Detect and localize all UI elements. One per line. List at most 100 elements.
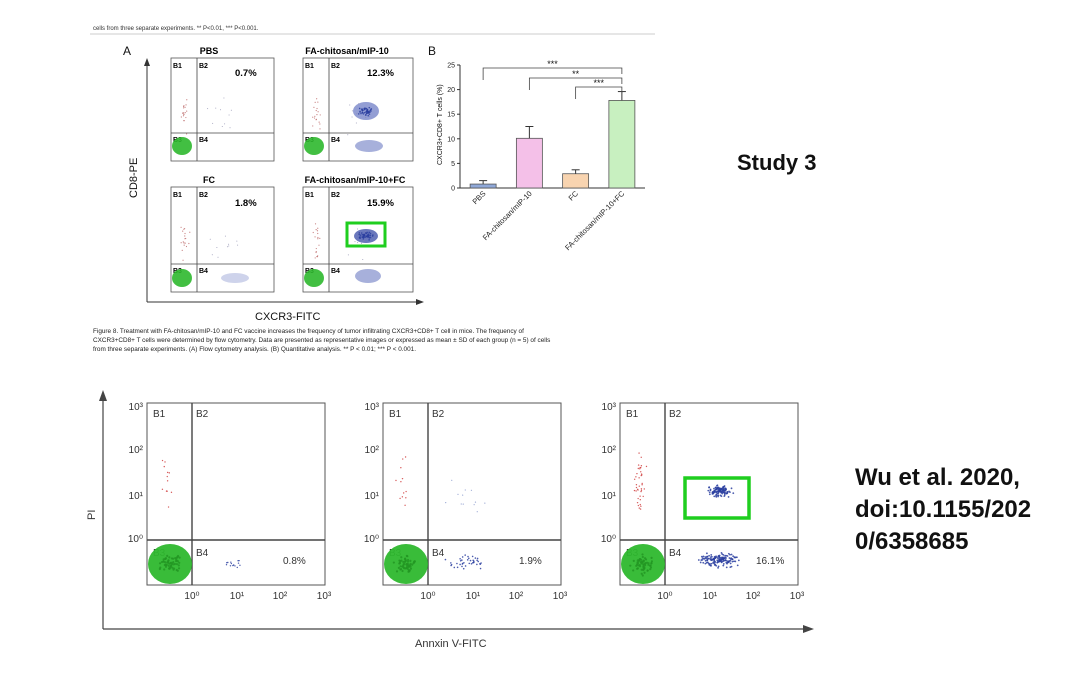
panel-a-label: A [123, 44, 131, 58]
citation-line-2: doi:10.1155/202 [855, 496, 1032, 523]
significance-label: *** [547, 59, 558, 69]
significance-bracket [575, 86, 623, 99]
sparse-dots [207, 97, 232, 129]
quadrant-b2: B2 [199, 192, 208, 199]
x-tick-label: 10¹ [703, 591, 718, 602]
y-tick-label: 10² [365, 445, 380, 456]
blue-population [355, 269, 381, 283]
x-tick-label: 10⁰ [184, 591, 199, 602]
quadrant-b1: B1 [305, 63, 314, 70]
y-tick-label: 10 [447, 136, 455, 143]
flow-plot-fc: FC 1.8% B1 B2 B3 B4 [170, 175, 275, 293]
highlight-box [345, 221, 387, 248]
quadrant-b1: B1 [173, 192, 182, 199]
significance-label: ** [572, 69, 580, 79]
x-axis-arrow [416, 299, 424, 305]
plot-percent: 12.3% [367, 68, 394, 79]
y-tick-label: 20 [447, 87, 455, 94]
sparse-dots [209, 235, 239, 258]
x-tick-label: 10⁰ [420, 591, 435, 602]
y-tick-label: 10¹ [602, 491, 617, 502]
x-tick-label: 10¹ [466, 591, 481, 602]
red-dots [312, 98, 321, 130]
red-dots [161, 459, 173, 508]
significance-label: *** [593, 78, 604, 88]
green-population [172, 269, 192, 287]
red-dots [633, 452, 648, 510]
annexin-plot-1: 10³10²10¹10⁰10⁰10¹10²10³B1B2B3B40.8% [128, 402, 332, 602]
x-tick-label: PBS [471, 189, 488, 206]
y-tick-label: 10³ [602, 402, 617, 413]
x-tick-label: 10³ [553, 591, 568, 602]
plot-percent: 0.8% [283, 556, 306, 567]
cut-off-caption: cells from three separate experiments. *… [93, 26, 259, 32]
wu-figure: PI Annxin V-FITC 10³ 10² 10¹ 10⁰ 10⁰ 10¹ 10² 10… [85, 385, 825, 660]
bar [515, 137, 543, 189]
blue-population [221, 273, 249, 283]
red-dots [395, 456, 407, 506]
y-tick-label: 0 [451, 186, 455, 193]
green-population [304, 137, 324, 155]
caption-line-3: from three separate experiments. (A) Flo… [93, 346, 416, 353]
bar [469, 183, 497, 189]
quadrant-b4: B4 [199, 137, 208, 144]
plot-percent: 15.9% [367, 198, 394, 209]
blue-dots [357, 106, 373, 117]
y-axis-label-pi: PI [86, 510, 98, 520]
blue-dots [697, 551, 740, 569]
x-tick-label: 10² [746, 591, 761, 602]
blue-dots [444, 554, 482, 570]
green-population [304, 269, 324, 287]
chart-y-label: CXCR3+CD8+ T cells (%) [437, 84, 444, 165]
x-tick-label: 10² [509, 591, 524, 602]
y-tick-label: 5 [451, 161, 455, 168]
quadrant-b2: B2 [331, 63, 340, 70]
y-tick-label: 10³ [129, 402, 144, 413]
x-tick-label: FC [567, 189, 581, 203]
quadrant-b1: B1 [153, 409, 166, 420]
y-tick-label: 10⁰ [128, 534, 143, 545]
x-axis-label-cxcr3: CXCR3-FITC [255, 311, 320, 323]
quadrant-b2: B2 [199, 63, 208, 70]
significance-bracket [482, 67, 623, 80]
citation-line-3: 0/6358685 [855, 528, 969, 555]
plot-percent: 16.1% [756, 556, 784, 567]
quadrant-b4: B4 [331, 268, 340, 275]
y-tick-label: 10¹ [129, 491, 144, 502]
blue-dots [358, 231, 374, 241]
quadrant-b4: B4 [432, 548, 445, 559]
plot-title: FC [203, 175, 215, 185]
quadrant-b4: B4 [331, 137, 340, 144]
green-population [172, 137, 192, 155]
red-dots [180, 226, 191, 261]
sparse-dots [445, 479, 486, 513]
quadrant-b1: B1 [389, 409, 402, 420]
bar [562, 173, 590, 189]
study-label: Study 3 [737, 150, 817, 175]
annexin-plot-2: 10³10²10¹10⁰10⁰10¹10²10³B1B2B3B41.9% [364, 402, 568, 602]
x-axis-arrow [803, 625, 814, 633]
quadrant-b1: B1 [173, 63, 182, 70]
blue-dots [225, 559, 241, 569]
flow-plot-pbs: PBS 0.7% B1 B2 B3 B4 [170, 46, 275, 162]
bar [608, 100, 636, 189]
caption-line-2: CXCR3+CD8+ T cells were determined by fl… [93, 337, 550, 344]
x-tick-label: 10³ [317, 591, 332, 602]
citation: Wu et al. 2020, doi:10.1155/202 0/635868… [855, 462, 1075, 558]
x-axis-label-annexin: Annxin V-FITC [415, 638, 487, 650]
wu-figure-svg: PI Annxin V-FITC 10³ 10² 10¹ 10⁰ 10⁰ 10¹ 10² 10… [86, 390, 814, 650]
sparse-dots [347, 103, 371, 136]
green-dots [629, 553, 654, 577]
y-tick-label: 10¹ [365, 491, 380, 502]
plot-percent: 0.7% [235, 68, 257, 79]
annexin-plot-3: 10³10²10¹10⁰10⁰10¹10²10³B1B2B3B416.1% [601, 402, 805, 602]
quadrant-b2: B2 [196, 409, 209, 420]
panel-b-label: B [428, 44, 436, 58]
study3-figure-svg: cells from three separate experiments. *… [90, 26, 655, 353]
x-tick-label: 10⁰ [657, 591, 672, 602]
blue-population [355, 140, 383, 152]
plot-percent: 1.8% [235, 198, 257, 209]
study3-figure: cells from three separate experiments. *… [85, 20, 660, 360]
y-axis-arrow [144, 58, 150, 66]
